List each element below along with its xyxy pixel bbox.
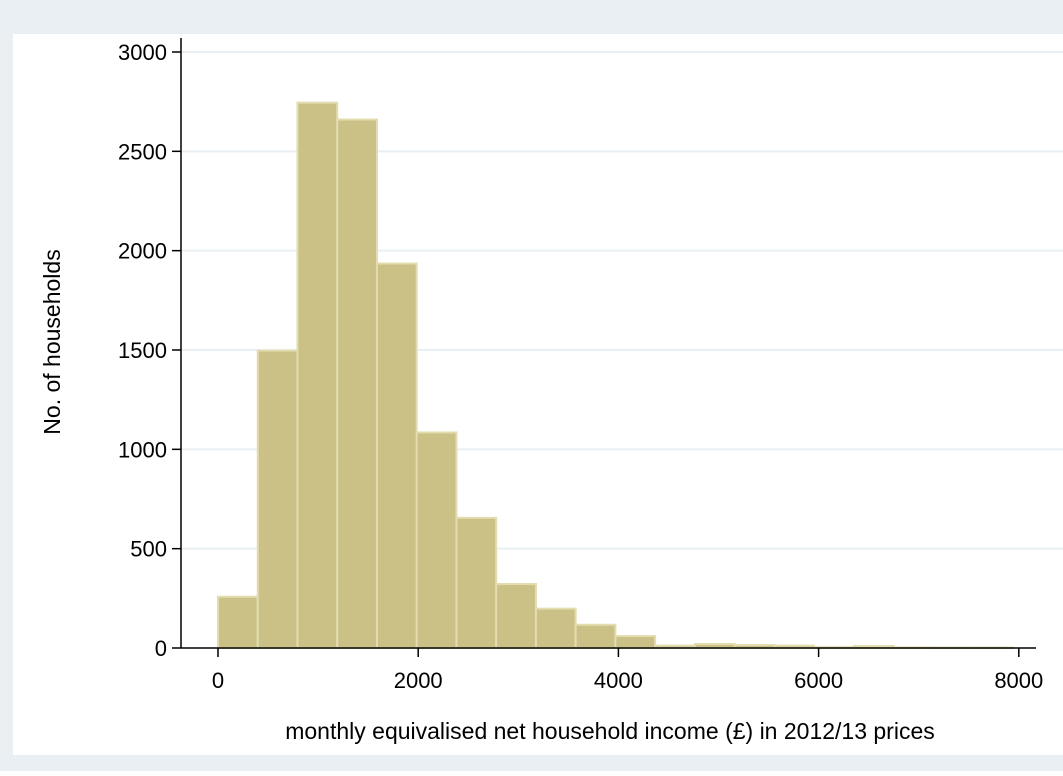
tick-labels: 0 500 1000 1500 2000 2500 3000 0 2000 4000 6000 800…	[118, 40, 1043, 693]
x-tick-label-6000: 6000	[794, 668, 843, 693]
y-tick-label-1000: 1000	[118, 437, 167, 462]
y-tick-label-2000: 2000	[118, 239, 167, 264]
y-tick-label-500: 500	[130, 537, 167, 562]
histogram-bar-7	[495, 583, 537, 649]
axes	[172, 38, 1036, 657]
histogram-bar-10	[614, 635, 657, 649]
histogram-bar-4	[375, 262, 418, 649]
histogram-bar-1	[256, 349, 299, 649]
histogram-bars	[217, 101, 1014, 650]
histogram-bar-3	[336, 118, 378, 650]
y-tick-label-0: 0	[155, 636, 167, 661]
y-tick-label-3000: 3000	[118, 40, 167, 65]
histogram-bar-8	[534, 607, 577, 649]
x-axis-title: monthly equivalised net household income…	[285, 718, 935, 744]
y-tick-label-1500: 1500	[118, 338, 167, 363]
y-tick-label-2500: 2500	[118, 139, 167, 164]
x-tick-label-4000: 4000	[594, 668, 643, 693]
histogram-bar-0	[217, 595, 259, 650]
histogram-bar-2	[296, 101, 339, 649]
x-tick-label-2000: 2000	[394, 668, 443, 693]
histogram-bar-5	[415, 431, 458, 649]
histogram-bar-9	[574, 623, 617, 650]
x-tick-label-8000: 8000	[994, 668, 1043, 693]
y-axis-title: No. of households	[39, 249, 65, 434]
histogram-bar-6	[455, 516, 498, 649]
x-tick-label-0: 0	[212, 668, 224, 693]
